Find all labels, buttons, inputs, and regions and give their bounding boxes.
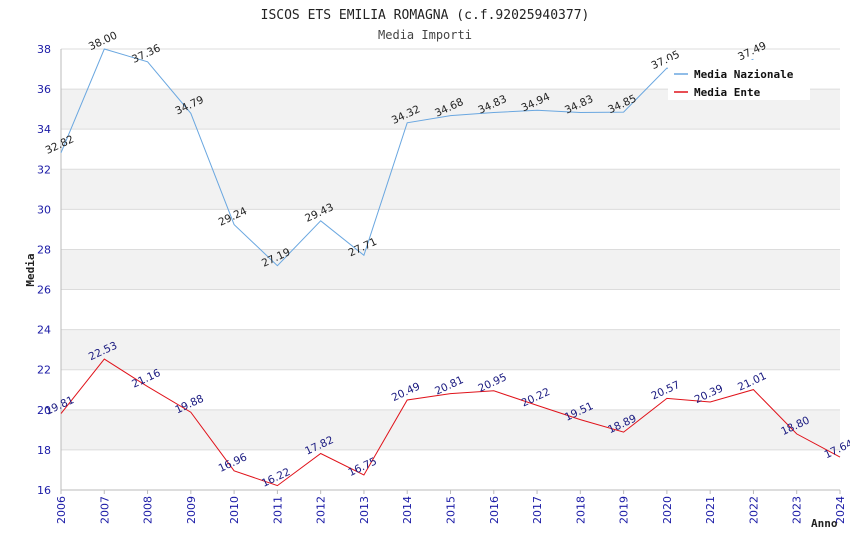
- y-tick-label: 18: [37, 444, 51, 457]
- data-label: 38.00: [87, 29, 119, 53]
- x-tick-label: 2011: [271, 496, 284, 524]
- y-tick-label: 28: [37, 243, 51, 256]
- x-tick-label: 2014: [401, 496, 414, 524]
- y-tick-labels: 16 18 20 22 24 26 28 30 32 34 36 38: [37, 43, 51, 497]
- grid-band: [61, 249, 840, 290]
- grid-band: [61, 409, 840, 450]
- x-tick-label: 2009: [185, 496, 198, 524]
- x-tick-labels: 2006 2007 2008 2009 2010 2011 2012 2013 2014 2015…: [55, 490, 847, 524]
- x-tick-label: 2017: [531, 496, 544, 524]
- x-tick-label: 2022: [747, 496, 760, 524]
- data-label: 20.22: [520, 386, 552, 410]
- x-axis-label: Anno: [811, 517, 838, 530]
- grid-bands: [61, 89, 840, 450]
- x-tick-label: 2006: [55, 496, 68, 524]
- data-label: 20.49: [390, 380, 422, 404]
- y-tick-label: 26: [37, 284, 51, 297]
- data-label: 21.16: [130, 367, 163, 391]
- x-tick-label: 2023: [791, 496, 804, 524]
- y-tick-label: 30: [37, 203, 51, 216]
- x-tick-label: 2007: [98, 496, 111, 524]
- x-tick-label: 2020: [661, 496, 674, 524]
- y-tick-label: 38: [37, 43, 51, 56]
- data-label: 16.75: [347, 455, 379, 479]
- series-lines: [60, 48, 841, 487]
- series-line-1: [60, 358, 841, 487]
- data-label: 37.36: [130, 42, 163, 66]
- chart-title: ISCOS ETS EMILIA ROMAGNA (c.f.9202594037…: [261, 8, 590, 23]
- y-tick-label: 32: [37, 163, 51, 176]
- y-tick-label: 16: [37, 484, 51, 497]
- chart-subtitle: Media Importi: [378, 28, 472, 42]
- data-label: 32.82: [44, 133, 76, 157]
- x-tick-label: 2015: [445, 496, 458, 524]
- x-tick-label: 2008: [142, 496, 155, 524]
- y-axis-label: Media: [24, 253, 37, 286]
- grid-lines: [61, 48, 840, 491]
- grid-band: [61, 169, 840, 210]
- y-tick-label: 20: [37, 404, 51, 417]
- x-tick-label: 2021: [704, 496, 717, 524]
- x-tick-label: 2010: [228, 496, 241, 524]
- x-tick-label: 2013: [358, 496, 371, 524]
- x-tick-label: 2018: [574, 496, 587, 524]
- y-tick-label: 22: [37, 364, 51, 377]
- series-line-0: [60, 48, 754, 267]
- y-tick-label: 34: [37, 123, 51, 136]
- legend: Media Nazionale Media Ente: [668, 60, 810, 100]
- x-tick-label: 2019: [618, 496, 631, 524]
- y-tick-label: 24: [37, 324, 51, 337]
- x-tick-label: 2016: [488, 496, 501, 524]
- legend-background: [668, 60, 810, 100]
- data-label: 16.22: [260, 466, 292, 490]
- x-tick-label: 2024: [834, 496, 847, 524]
- y-tick-label: 36: [37, 83, 51, 96]
- x-tick-label: 2012: [315, 496, 328, 524]
- legend-label-media-ente: Media Ente: [694, 86, 761, 99]
- legend-label-media-nazionale: Media Nazionale: [694, 68, 794, 81]
- data-label: 20.39: [693, 382, 725, 406]
- grid-band: [61, 329, 840, 370]
